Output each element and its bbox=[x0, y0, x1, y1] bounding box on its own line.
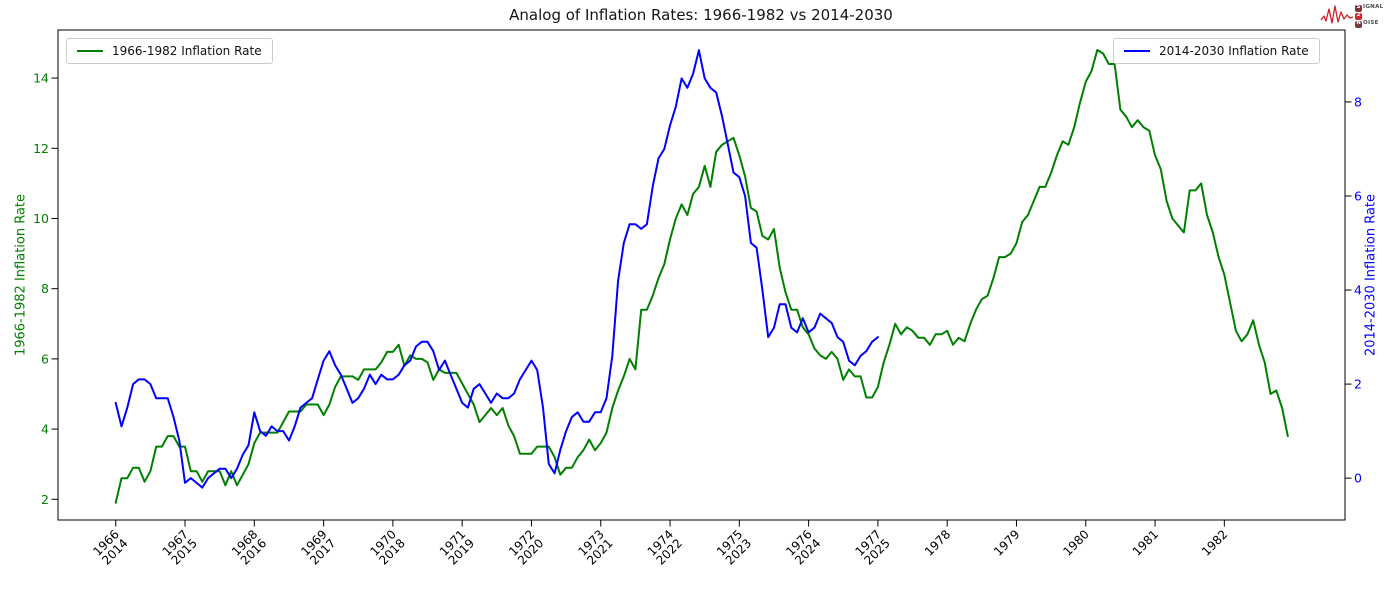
right-tick-label: 2 bbox=[1354, 377, 1362, 392]
x-tick-label: 19762024 bbox=[783, 527, 823, 567]
x-tick-label: 19692017 bbox=[298, 527, 338, 567]
left-tick-label: 12 bbox=[33, 141, 49, 156]
logo-word-oise: OISE bbox=[1363, 20, 1379, 27]
x-tick-label: 19722020 bbox=[506, 527, 546, 567]
heartbeat-waveform-icon bbox=[1320, 5, 1354, 24]
x-tick-label: 19732021 bbox=[575, 527, 615, 567]
logo-letter-s: S bbox=[1355, 4, 1362, 12]
legend-2014-2030: 2014-2030 Inflation Rate bbox=[1113, 38, 1320, 64]
left-axis-label: 1966-1982 Inflation Rate bbox=[13, 193, 29, 357]
x-tick-label: 1978 bbox=[922, 527, 953, 558]
left-tick-label: 14 bbox=[33, 71, 49, 86]
x-tick-label: 19712019 bbox=[437, 527, 477, 567]
series-line-blue-2014-2030 bbox=[114, 49, 879, 489]
legend-label-blue: 2014-2030 Inflation Rate bbox=[1159, 44, 1309, 58]
x-tick-label: 19752023 bbox=[714, 527, 754, 567]
x-tick-label: 1979 bbox=[991, 527, 1022, 558]
signal2noise-logo: S IGNAL 2 N OISE bbox=[1320, 3, 1383, 29]
x-tick-label: 19682016 bbox=[229, 527, 269, 567]
logo-word-ignal: IGNAL bbox=[1363, 4, 1384, 11]
chart-title: Analog of Inflation Rates: 1966-1982 vs … bbox=[509, 6, 893, 24]
legend-line-sample-green bbox=[77, 50, 103, 52]
legend-label-green: 1966-1982 Inflation Rate bbox=[112, 44, 262, 58]
signal2noise-wordmark: S IGNAL 2 N OISE bbox=[1355, 4, 1383, 28]
x-tick-label: 1981 bbox=[1130, 527, 1161, 558]
left-tick-label: 2 bbox=[41, 492, 49, 507]
x-tick-label: 19672015 bbox=[160, 527, 200, 567]
right-tick-label: 0 bbox=[1354, 471, 1362, 486]
x-tick-label: 1980 bbox=[1060, 527, 1091, 558]
logo-letter-n: N bbox=[1355, 20, 1362, 28]
series-line-green-1966-1982 bbox=[114, 49, 1289, 504]
left-tick-label: 8 bbox=[41, 281, 49, 296]
x-tick-label: 19772025 bbox=[853, 527, 893, 567]
right-tick-label: 6 bbox=[1354, 188, 1362, 203]
logo-letter-2: 2 bbox=[1355, 12, 1362, 20]
legend-line-sample-blue bbox=[1124, 50, 1150, 52]
plot-frame bbox=[57, 29, 1346, 521]
x-tick-label: 19662014 bbox=[90, 527, 130, 567]
left-tick-label: 6 bbox=[41, 351, 49, 366]
left-tick-label: 4 bbox=[41, 422, 49, 437]
right-tick-label: 8 bbox=[1354, 94, 1362, 109]
legend-1966-1982: 1966-1982 Inflation Rate bbox=[66, 38, 273, 64]
x-tick-label: 19742022 bbox=[645, 527, 685, 567]
right-axis-label: 2014-2030 Inflation Rate bbox=[1363, 193, 1379, 357]
x-tick-label: 19702018 bbox=[368, 527, 408, 567]
left-tick-label: 10 bbox=[33, 211, 49, 226]
right-tick-label: 4 bbox=[1354, 283, 1362, 298]
x-tick-label: 1982 bbox=[1199, 527, 1230, 558]
